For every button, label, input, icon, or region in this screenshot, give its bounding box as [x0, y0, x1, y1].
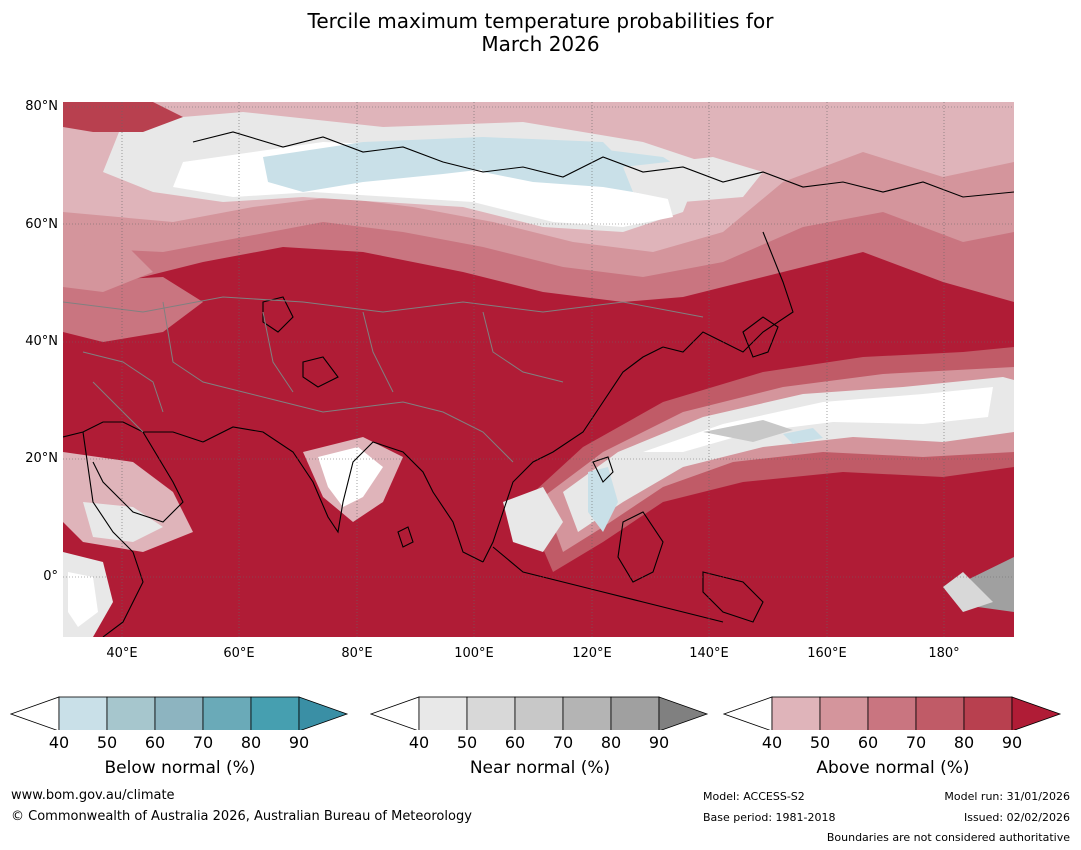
near-tick-80: 80	[600, 733, 622, 752]
colorbar-near-normal: 40 50 60 70 80 90 Near normal (%)	[370, 690, 710, 790]
near-tick-50: 50	[456, 733, 478, 752]
colorbar-above-normal: 40 50 60 70 80 90 Above normal (%)	[723, 690, 1063, 790]
above-tick-50: 50	[809, 733, 831, 752]
chart-title: Tercile maximum temperature probabilitie…	[0, 10, 1081, 56]
near-swatch-40	[418, 696, 468, 730]
gridlines	[63, 102, 1014, 637]
above-tick-90: 90	[1001, 733, 1023, 752]
below-tick-40: 40	[48, 733, 70, 752]
above-open-end	[723, 696, 773, 730]
above-swatch-40	[771, 696, 821, 730]
below-swatch-50	[106, 696, 156, 730]
lon-label-120e: 120°E	[572, 646, 612, 661]
region-centralasia-above-60	[63, 277, 203, 342]
near-swatch-80	[610, 696, 660, 730]
lat-label-20n: 20°N	[25, 451, 58, 466]
colorbar-below-swatches	[10, 696, 349, 730]
above-tick-60: 60	[857, 733, 879, 752]
model-run-text: Model run: 31/01/2026	[944, 790, 1070, 803]
below-swatch-70	[202, 696, 252, 730]
below-swatch-90	[298, 696, 349, 730]
region-india-white	[318, 447, 383, 507]
lon-label-140e: 140°E	[689, 646, 729, 661]
region-pacific-se-near-b	[943, 572, 993, 612]
copyright-text: © Commonwealth of Australia 2026, Austra…	[11, 809, 472, 824]
region-northeast-near	[623, 157, 763, 202]
lon-label-60e: 60°E	[223, 646, 255, 661]
lon-label-80e: 80°E	[341, 646, 373, 661]
region-seasia-near	[503, 487, 563, 552]
near-swatch-70	[562, 696, 612, 730]
country-borders	[63, 296, 704, 463]
near-normal-label: Near normal (%)	[469, 758, 611, 778]
colorbar-below-normal: 40 50 60 70 80 90 Below normal (%)	[10, 690, 350, 790]
region-northwest-above-80	[63, 102, 183, 132]
below-tick-60: 60	[144, 733, 166, 752]
near-swatch-60	[514, 696, 564, 730]
coastlines	[63, 131, 1014, 637]
issued-text: Issued: 02/02/2026	[963, 811, 1070, 824]
below-tick-50: 50	[96, 733, 118, 752]
near-tick-70: 70	[552, 733, 574, 752]
below-tick-80: 80	[240, 733, 262, 752]
model-text: Model: ACCESS-S2	[703, 790, 805, 803]
title-line-2: March 2026	[481, 32, 600, 56]
above-swatch-50	[819, 696, 869, 730]
region-philippines-below	[588, 467, 618, 532]
near-tick-90: 90	[648, 733, 670, 752]
title-line-1: Tercile maximum temperature probabilitie…	[307, 9, 774, 33]
lat-label-80n: 80°N	[25, 99, 58, 114]
colorbar-near-swatches	[370, 696, 709, 730]
base-period-text: Base period: 1981-2018	[703, 811, 836, 824]
above-swatch-90	[1011, 696, 1062, 730]
below-open-end	[10, 696, 60, 730]
above-swatch-60	[867, 696, 917, 730]
above-swatch-70	[915, 696, 965, 730]
near-tick-60: 60	[504, 733, 526, 752]
above-tick-70: 70	[905, 733, 927, 752]
region-arabia-near	[83, 502, 163, 542]
near-swatch-50	[466, 696, 516, 730]
lon-label-40e: 40°E	[106, 646, 138, 661]
below-tick-70: 70	[192, 733, 214, 752]
lon-label-160e: 160°E	[807, 646, 847, 661]
above-tick-80: 80	[953, 733, 975, 752]
disclaimer-text: Boundaries are not considered authoritat…	[826, 831, 1070, 844]
above-swatch-80	[963, 696, 1013, 730]
colorbar-above-swatches	[723, 696, 1062, 730]
probability-map	[63, 102, 1014, 637]
above-normal-label: Above normal (%)	[816, 758, 970, 778]
below-normal-label: Below normal (%)	[104, 758, 256, 778]
lat-label-0: 0°	[43, 569, 58, 584]
lat-label-60n: 60°N	[25, 217, 58, 232]
lat-label-40n: 40°N	[25, 334, 58, 349]
near-tick-40: 40	[408, 733, 430, 752]
below-tick-90: 90	[288, 733, 310, 752]
lon-label-180: 180°	[928, 646, 960, 661]
above-tick-40: 40	[761, 733, 783, 752]
website-link[interactable]: www.bom.gov.au/climate	[11, 788, 175, 803]
below-swatch-40	[58, 696, 108, 730]
region-pacific-below-40	[783, 428, 823, 444]
region-africa-white	[68, 572, 98, 627]
below-swatch-60	[154, 696, 204, 730]
region-north-below-40	[263, 137, 623, 192]
region-centralasia-above-50	[63, 242, 153, 292]
region-pacific-near-60	[703, 420, 793, 442]
near-swatch-90	[658, 696, 709, 730]
lon-label-100e: 100°E	[454, 646, 494, 661]
below-swatch-80	[250, 696, 300, 730]
near-open-end	[370, 696, 420, 730]
